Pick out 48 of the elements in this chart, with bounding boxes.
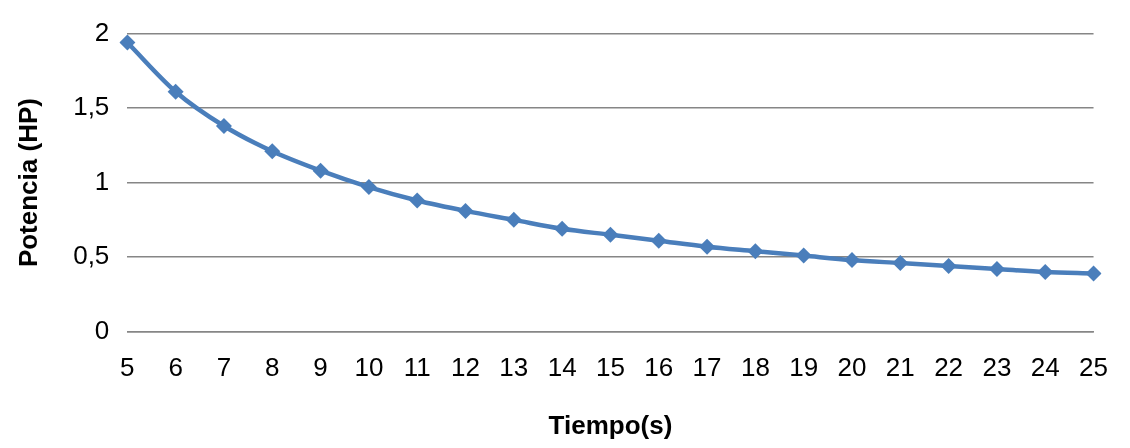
point	[457, 202, 474, 219]
x-tick-label: 16	[644, 352, 674, 383]
x-tick-label: 20	[837, 352, 867, 383]
x-tick-label: 10	[354, 352, 384, 383]
x-tick-label: 23	[982, 352, 1012, 383]
point	[360, 179, 377, 196]
point	[940, 258, 957, 275]
point	[167, 83, 184, 100]
x-tick-label: 17	[692, 352, 722, 383]
x-tick-label: 6	[168, 352, 183, 383]
x-tick-label: 8	[265, 352, 280, 383]
point	[699, 238, 716, 255]
point	[264, 143, 281, 160]
x-tick-label: 22	[934, 352, 964, 383]
x-tick-label: 25	[1079, 352, 1108, 383]
x-tick-label: 5	[120, 352, 135, 383]
x-tick-label: 24	[1030, 352, 1060, 383]
point	[215, 117, 232, 134]
y-tick-label: 1	[94, 165, 110, 196]
point	[1037, 264, 1054, 280]
point	[988, 261, 1005, 278]
x-tick-label: 21	[885, 352, 915, 383]
x-tick-label: 9	[313, 352, 328, 383]
x-tick-label: 19	[789, 352, 819, 383]
y-tick-label: 1,5	[73, 91, 110, 122]
point	[505, 211, 522, 228]
point	[1085, 265, 1102, 282]
x-tick-label: 12	[451, 352, 480, 383]
point	[602, 226, 619, 243]
y-axis-title: Potencia (HP)	[12, 98, 43, 268]
point	[409, 192, 426, 209]
x-tick-label: 14	[547, 352, 577, 383]
point	[119, 34, 136, 51]
point	[747, 243, 764, 260]
x-tick-label: 13	[499, 352, 529, 383]
x-tick-label: 18	[740, 352, 770, 383]
point	[554, 220, 571, 237]
y-tick-label: 0,5	[73, 240, 110, 271]
x-tick-label: 7	[216, 352, 232, 383]
point	[892, 255, 909, 272]
point	[795, 247, 812, 264]
point	[312, 162, 329, 179]
y-tick-label: 2	[94, 16, 110, 47]
x-tick-label: 15	[595, 352, 625, 383]
point	[650, 232, 667, 249]
x-tick-label: 11	[403, 352, 431, 383]
y-tick-label: 0	[94, 314, 110, 345]
x-axis-title: Tiempo(s)	[548, 409, 673, 440]
